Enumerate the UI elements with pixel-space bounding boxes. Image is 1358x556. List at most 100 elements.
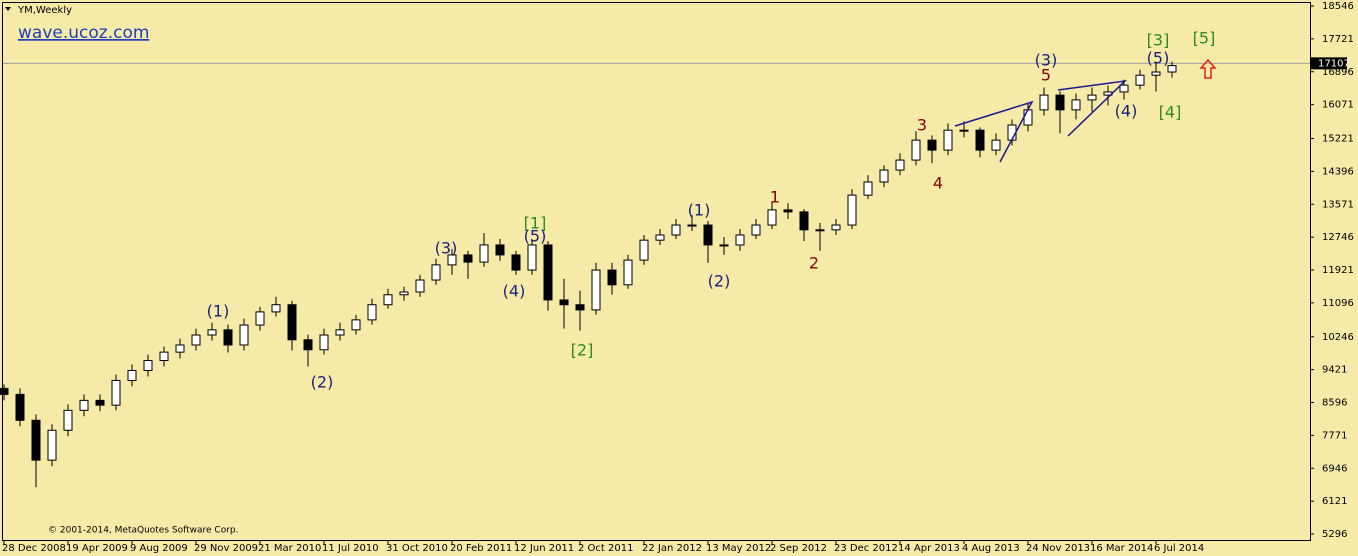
- y-tick-label: 15221: [1322, 134, 1354, 145]
- x-tick-label: 4 Aug 2013: [962, 543, 1020, 554]
- y-tick-label: 12746: [1322, 232, 1354, 243]
- candle-body: [1167, 65, 1177, 73]
- x-tick-label: 14 Apr 2013: [898, 543, 960, 554]
- candle-body: [351, 319, 361, 331]
- candle-body: [543, 244, 553, 301]
- x-tick-label: 19 Apr 2009: [66, 543, 128, 554]
- x-tick-label: 6 Jul 2014: [1154, 543, 1204, 554]
- x-tick-label: 20 Feb 2011: [450, 543, 512, 554]
- candle-body: [495, 244, 505, 256]
- plot-frame: [2, 2, 1311, 541]
- candle-body: [79, 399, 89, 411]
- candle-body: [671, 224, 681, 236]
- x-tick-label: 9 Aug 2009: [130, 543, 188, 554]
- candle-body: [31, 419, 41, 461]
- candle-body: [991, 139, 1001, 151]
- candle-body: [255, 311, 265, 326]
- candle-body: [1071, 99, 1081, 111]
- candle-body: [431, 264, 441, 281]
- candle-body: [335, 329, 345, 336]
- candle-body: [959, 129, 969, 132]
- candle-body: [447, 254, 457, 266]
- candle-body: [911, 139, 921, 161]
- candle-body: [111, 379, 121, 406]
- wave-label: [1]: [524, 214, 547, 233]
- y-tick-label: 8596: [1322, 398, 1347, 409]
- candle-body: [927, 139, 937, 151]
- candle-body: [1007, 124, 1017, 141]
- y-tick-label: 9421: [1322, 365, 1347, 376]
- candle-body: [1119, 84, 1129, 93]
- candle-body: [1087, 94, 1097, 101]
- candle-body: [207, 329, 217, 336]
- candle-body: [751, 224, 761, 236]
- current-price-label: 17107: [1318, 58, 1350, 69]
- wave-label: 5: [1041, 66, 1051, 85]
- wave-label: (1): [207, 302, 230, 321]
- candle-body: [703, 224, 713, 246]
- chart-title: YM,Weekly: [17, 5, 72, 16]
- wave-label: (4): [503, 282, 526, 301]
- candle-body: [783, 209, 793, 213]
- candle-body: [399, 291, 409, 296]
- x-tick-label: 31 Oct 2010: [386, 543, 448, 554]
- current-price-box: [1311, 57, 1347, 70]
- y-tick-label: 6946: [1322, 463, 1347, 474]
- copyright: © 2001-2014, MetaQuotes Software Corp.: [48, 526, 239, 536]
- candle-body: [463, 254, 473, 263]
- x-tick-label: 21 Mar 2010: [258, 543, 321, 554]
- menu-arrow: [5, 7, 11, 11]
- candle-body: [63, 409, 73, 431]
- y-tick-label: 7771: [1322, 430, 1347, 441]
- wave-label: (5): [524, 227, 547, 246]
- triangles: [954, 79, 1128, 163]
- x-tick-label: 2 Sep 2012: [770, 543, 827, 554]
- candle-body: [719, 244, 729, 247]
- x-tick-label: 2 Oct 2011: [578, 543, 633, 554]
- candle-body: [47, 429, 57, 461]
- wave-label: (4): [1115, 102, 1138, 121]
- candle-body: [1135, 74, 1145, 86]
- wave-label: [3]: [1147, 31, 1170, 50]
- wave-label: [2]: [571, 341, 594, 360]
- y-tick-label: 11921: [1322, 265, 1354, 276]
- candle-body: [879, 169, 889, 183]
- candle-body: [383, 294, 393, 306]
- x-tick-label: 29 Nov 2009: [194, 543, 258, 554]
- y-tick-label: 6121: [1322, 496, 1347, 507]
- candle-body: [895, 159, 905, 171]
- candle-body: [0, 387, 9, 395]
- candle-body: [95, 399, 105, 406]
- wave-label: [5]: [1193, 29, 1216, 48]
- x-tick-label: 22 Jan 2012: [642, 543, 702, 554]
- candle-body: [639, 239, 649, 261]
- wave-label: (3): [1035, 51, 1058, 70]
- candle-body: [239, 324, 249, 346]
- x-tick-label: 28 Dec 2008: [2, 543, 66, 554]
- candle-body: [799, 211, 809, 231]
- candle-body: [975, 129, 985, 151]
- candle-body: [831, 224, 841, 231]
- candle-body: [223, 329, 233, 346]
- candle-body: [1055, 94, 1065, 111]
- wave-label: [4]: [1159, 103, 1182, 122]
- candle-body: [175, 344, 185, 353]
- candle-body: [367, 304, 377, 321]
- y-tick-label: 14396: [1322, 166, 1354, 177]
- x-tick-label: 24 Nov 2013: [1026, 543, 1090, 554]
- candle-body: [415, 279, 425, 293]
- x-tick-label: 23 Dec 2012: [834, 543, 898, 554]
- candle-body: [863, 181, 873, 196]
- candle-body: [527, 244, 537, 271]
- candle-body: [271, 304, 281, 313]
- candle-body: [1151, 71, 1161, 76]
- y-tick-label: 5296: [1322, 529, 1347, 540]
- y-tick-label: 16896: [1322, 67, 1354, 78]
- wave-label: 4: [933, 174, 943, 193]
- candle-body: [623, 259, 633, 286]
- y-tick-label: 16071: [1322, 100, 1354, 111]
- triangle-line: [954, 100, 1034, 163]
